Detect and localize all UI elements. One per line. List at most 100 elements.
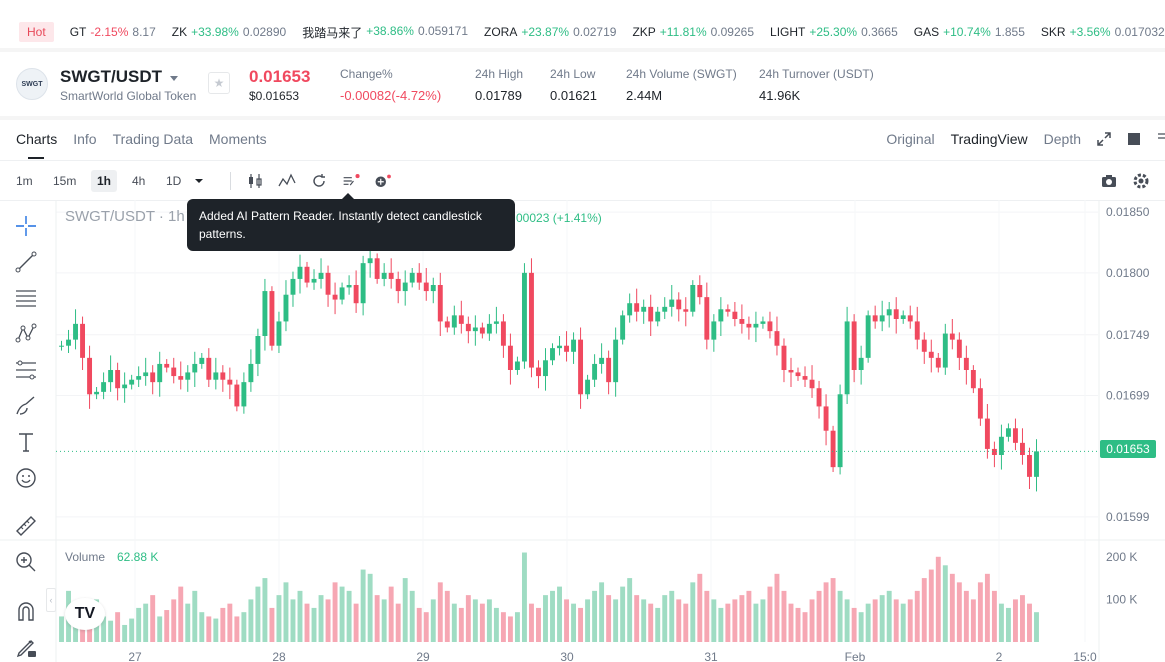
candle-body <box>718 309 724 322</box>
current-price-tag: 0.01653 <box>1100 440 1156 458</box>
lock-drawings-icon[interactable] <box>14 636 38 660</box>
candle-body <box>458 315 464 324</box>
volume-bar <box>669 590 675 642</box>
volume-bar <box>255 586 261 642</box>
price-axis-label: 0.01699 <box>1106 389 1150 403</box>
volume-bar <box>956 582 962 642</box>
pair-selector[interactable]: SWGT/USDT <box>60 67 178 87</box>
candle-body <box>921 339 927 352</box>
ticker-item[interactable]: LIGHT +25.30% 0.3665 <box>770 25 898 39</box>
horizontal-lines-icon[interactable] <box>14 286 38 310</box>
view-tradingview[interactable]: TradingView <box>950 131 1028 147</box>
candle-body <box>80 323 86 358</box>
settings-gear-icon[interactable] <box>1132 172 1150 190</box>
timeframe-1d[interactable]: 1D <box>166 174 182 188</box>
brush-icon[interactable] <box>14 394 38 418</box>
candle-body <box>255 336 261 364</box>
candle-body <box>290 278 296 295</box>
crosshair-icon[interactable] <box>14 214 38 238</box>
volume-bar <box>444 590 450 642</box>
last-price: 0.01653 <box>249 67 311 86</box>
volume-bar <box>1012 599 1018 642</box>
volume-bar <box>711 599 717 642</box>
candle-body <box>984 418 990 449</box>
trend-line-icon[interactable] <box>14 250 38 274</box>
timeframe-dropdown-icon[interactable] <box>190 172 208 190</box>
candle-body <box>346 285 352 288</box>
indicators-icon[interactable] <box>278 172 296 190</box>
volume-bar <box>550 590 555 642</box>
candle-body <box>136 376 142 380</box>
candle-body <box>676 299 682 310</box>
ticker-item[interactable]: 我踏马来了 +38.86% 0.059171 <box>302 23 468 40</box>
zoom-in-icon[interactable] <box>14 550 38 574</box>
screenshot-camera-icon[interactable] <box>1100 172 1118 190</box>
candle-body <box>774 331 780 346</box>
candle-body <box>409 272 415 283</box>
pattern-nodes-icon[interactable] <box>14 322 38 346</box>
candle-body <box>536 367 541 377</box>
ticker-item[interactable]: ZORA +23.87% 0.02719 <box>484 25 617 39</box>
ruler-icon[interactable] <box>14 514 38 538</box>
candle-body <box>423 282 429 292</box>
ticker-item[interactable]: SKR +3.56% 0.017032 <box>1040 25 1165 39</box>
tab-charts[interactable]: Charts <box>16 131 58 159</box>
candle-body <box>1005 428 1011 437</box>
ticker-bar: Hot GT -2.15% 8.17 ZK +33.98% 0.02890 我踏马来了 +… <box>0 20 1165 44</box>
volume-bar <box>276 595 282 642</box>
magnet-icon[interactable] <box>14 600 38 624</box>
timeframe-4h[interactable]: 4h <box>132 174 146 188</box>
volume-label: Volume <box>65 550 106 564</box>
ticker-item[interactable]: GAS +10.74% 1.855 <box>913 25 1025 39</box>
divider <box>0 116 1165 120</box>
menu-icon[interactable] <box>1157 132 1165 146</box>
fib-retracement-icon[interactable] <box>14 358 38 382</box>
add-plus-icon[interactable] <box>374 172 392 190</box>
candle-body <box>507 345 513 370</box>
candle-body <box>311 278 317 283</box>
tradingview-logo[interactable]: TV <box>65 598 105 630</box>
ticker-item[interactable]: ZKP +11.81% 0.09265 <box>632 25 755 39</box>
timeframe-1h[interactable]: 1h <box>91 170 118 192</box>
candle-body <box>851 321 857 370</box>
pattern-reader-icon[interactable] <box>342 172 360 190</box>
price-axis-label: 0.01749 <box>1106 328 1150 342</box>
candle-body <box>795 372 801 377</box>
volume-bar <box>970 599 976 642</box>
timeframe-1m[interactable]: 1m <box>16 174 33 188</box>
tab-moments[interactable]: Moments <box>209 131 267 147</box>
volume-bar <box>690 582 696 642</box>
timeframe-15m[interactable]: 15m <box>53 174 77 188</box>
view-depth[interactable]: Depth <box>1043 131 1081 147</box>
price-chart[interactable]: 0.01850 0.01800 0.01749 0.01699 0.01599 200 K… <box>0 200 1165 662</box>
emoji-icon[interactable] <box>14 466 38 490</box>
favorite-star-icon[interactable]: ★ <box>208 72 230 94</box>
volume-bar <box>367 573 373 642</box>
volume-bar <box>648 603 654 642</box>
ticker-item[interactable]: ZK +33.98% 0.02890 <box>171 25 287 39</box>
candle-body <box>977 388 983 419</box>
candle-body <box>248 363 254 383</box>
volume-bar <box>164 610 170 642</box>
text-tool-icon[interactable] <box>14 430 38 454</box>
layout-square-icon[interactable] <box>1127 132 1141 146</box>
tab-trading-data[interactable]: Trading Data <box>112 131 194 147</box>
volume-bar <box>683 603 689 642</box>
volume-bar <box>543 595 548 642</box>
divider <box>230 172 231 190</box>
candle-type-icon[interactable] <box>246 172 264 190</box>
volume-bar <box>620 586 626 642</box>
candle-body <box>634 303 640 312</box>
volume-bar <box>844 599 850 642</box>
tab-info[interactable]: Info <box>73 131 97 147</box>
ticker-item[interactable]: GT -2.15% 8.17 <box>69 25 156 39</box>
refresh-icon[interactable] <box>310 172 328 190</box>
fullscreen-icon[interactable] <box>1097 132 1111 146</box>
candle-body <box>662 306 668 312</box>
volume-bar <box>529 603 534 642</box>
candle-body <box>998 436 1004 455</box>
volume-bar <box>753 603 759 642</box>
candle-body <box>865 315 871 358</box>
view-original[interactable]: Original <box>886 131 935 147</box>
candle-body <box>192 363 198 373</box>
